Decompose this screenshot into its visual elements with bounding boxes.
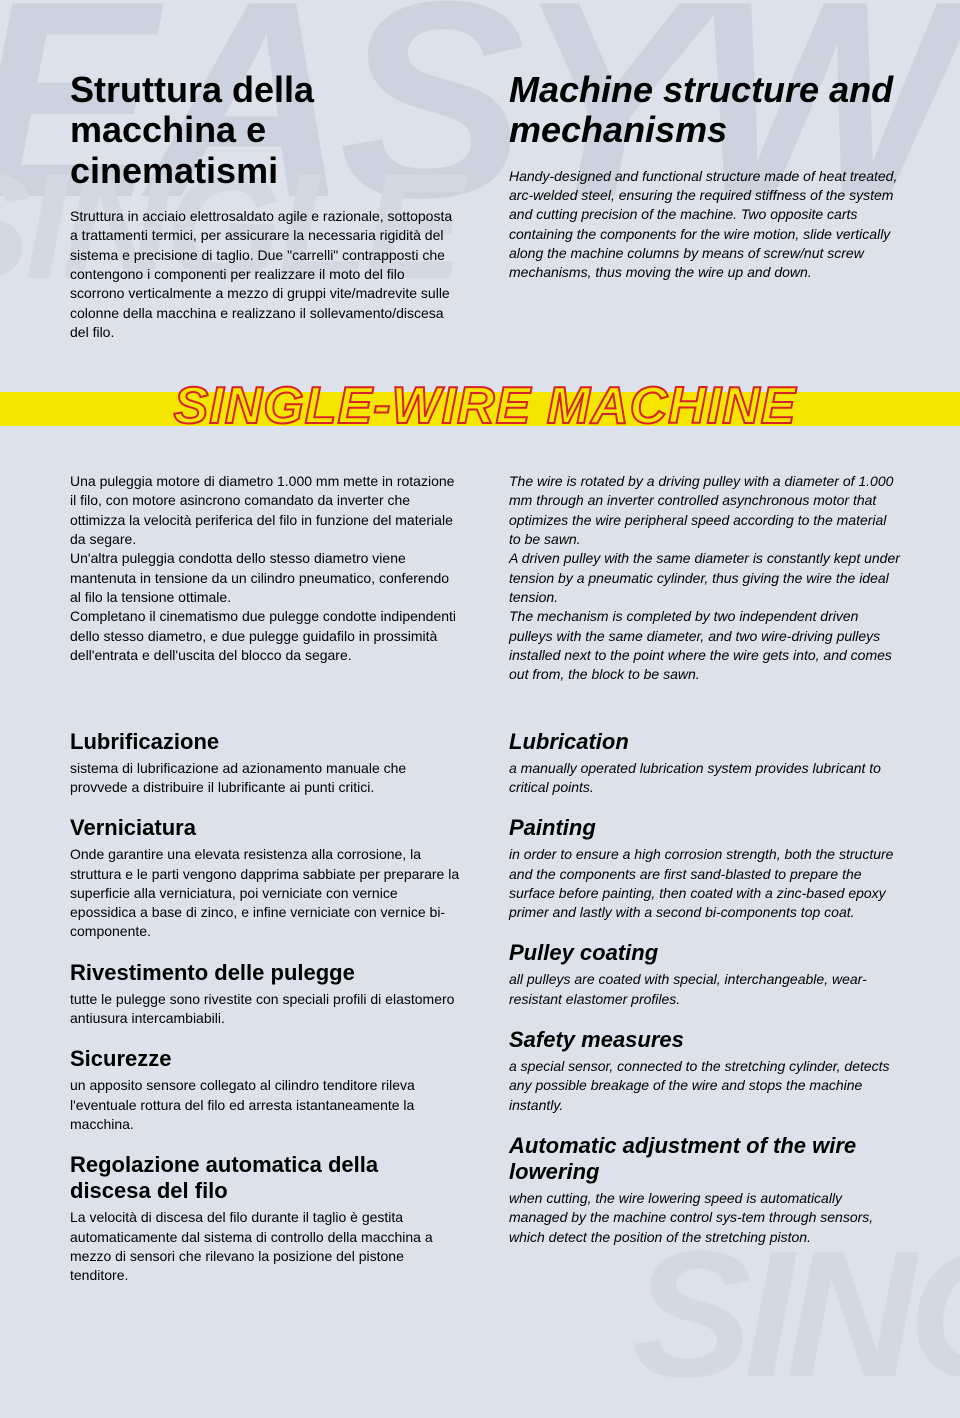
header-body-en: Handy-designed and functional structure … (509, 167, 900, 283)
section-body-it: un apposito sensore collegato al cilindr… (70, 1076, 461, 1134)
section-title-en: Pulley coating (509, 940, 900, 966)
section-title-en: Lubrication (509, 729, 900, 755)
header-body-it: Struttura in acciaio elettrosaldato agil… (70, 207, 461, 342)
header-row: Struttura della macchina e cinematismi S… (70, 70, 900, 342)
mid-row: Una puleggia motore di diametro 1.000 mm… (70, 472, 900, 684)
section-title-it: Sicurezze (70, 1046, 461, 1072)
banner-text: SINGLE-WIRE MACHINE (70, 368, 900, 436)
sections-row: Lubrificazione sistema di lubrificazione … (70, 729, 900, 1286)
section-body-en: all pulleys are coated with special, int… (509, 970, 900, 1009)
header-it-col: Struttura della macchina e cinematismi S… (70, 70, 461, 342)
mid-body-en: The wire is rotated by a driving pulley … (509, 472, 900, 684)
section-title-it: Lubrificazione (70, 729, 461, 755)
section-title-en: Automatic adjustment of the wire lowerin… (509, 1133, 900, 1185)
section-title-it: Rivestimento delle pulegge (70, 960, 461, 986)
section-title-it: Regolazione automatica della discesa del… (70, 1152, 461, 1204)
sections-en-col: Lubrication a manually operated lubricati… (509, 729, 900, 1286)
sections-it-col: Lubrificazione sistema di lubrificazione … (70, 729, 461, 1286)
section-body-it: Onde garantire una elevata resistenza al… (70, 845, 461, 942)
section-body-en: a manually operated lubrication system p… (509, 759, 900, 798)
title-it: Struttura della macchina e cinematismi (70, 70, 461, 191)
section-body-en: when cutting, the wire lowering speed is… (509, 1189, 900, 1247)
section-body-it: La velocità di discesa del filo durante … (70, 1208, 461, 1285)
section-body-en: in order to ensure a high corrosion stre… (509, 845, 900, 922)
section-body-it: tutte le pulegge sono rivestite con spec… (70, 990, 461, 1029)
section-title-en: Safety measures (509, 1027, 900, 1053)
section-body-it: sistema di lubrificazione ad azionamento… (70, 759, 461, 798)
title-en: Machine structure and mechanisms (509, 70, 900, 151)
page-content: Struttura della macchina e cinematismi S… (0, 0, 960, 1336)
mid-body-it: Una puleggia motore di diametro 1.000 mm… (70, 472, 461, 684)
header-en-col: Machine structure and mechanisms Handy-d… (509, 70, 900, 342)
section-title-it: Verniciatura (70, 815, 461, 841)
section-body-en: a special sensor, connected to the stret… (509, 1057, 900, 1115)
section-title-en: Painting (509, 815, 900, 841)
banner: SINGLE-WIRE MACHINE (70, 368, 900, 446)
